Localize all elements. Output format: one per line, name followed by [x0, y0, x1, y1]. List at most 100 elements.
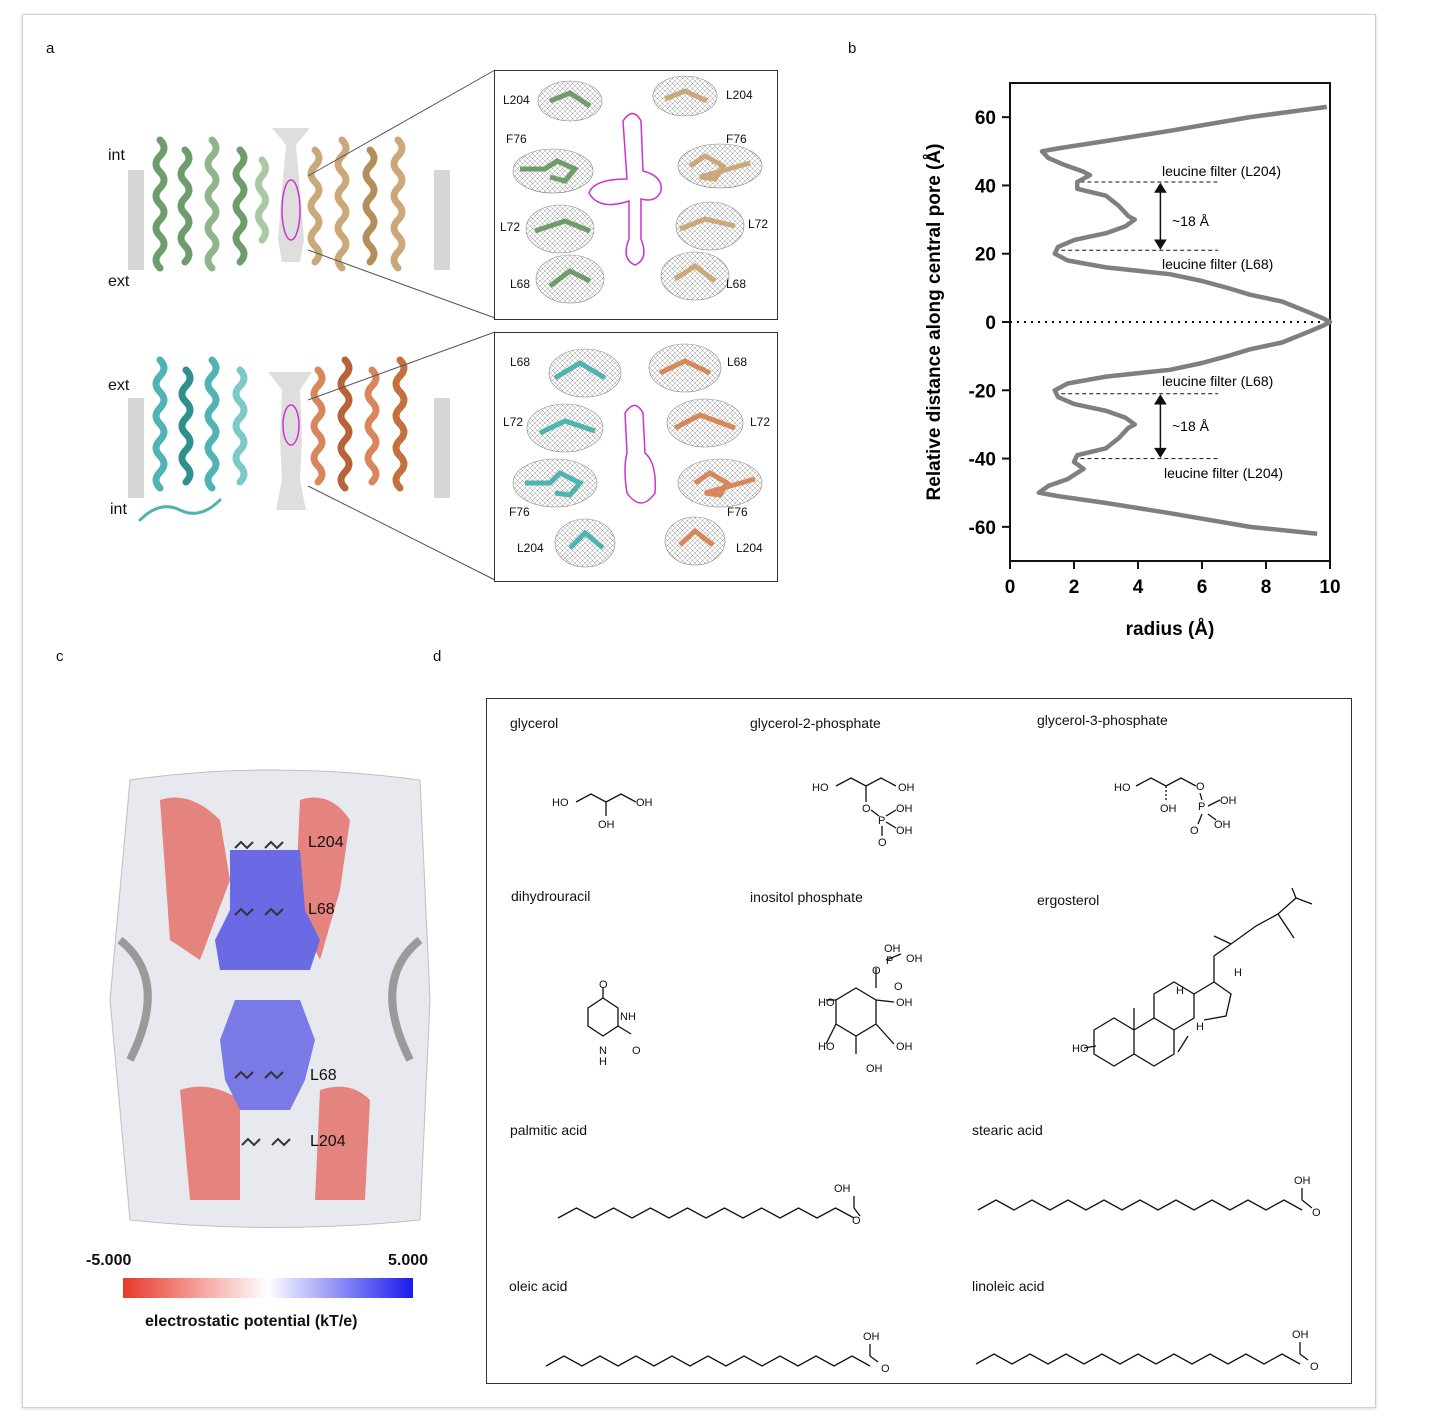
atom-label: O	[878, 837, 887, 849]
surface-red-patch	[160, 797, 230, 960]
top-inset-green-residues	[512, 80, 605, 304]
structure-palmitic-acid	[557, 1196, 861, 1219]
atom-label: HO	[812, 782, 829, 794]
x-tick-label: 2	[1069, 577, 1080, 598]
top-pore-density	[281, 179, 301, 241]
membrane-bar	[128, 398, 144, 498]
structure-stearic-acid	[977, 1188, 1313, 1211]
top-inset-res-1: L204	[503, 93, 530, 107]
atom-label: NH	[620, 1011, 636, 1023]
top-inset-res-6: L72	[748, 217, 769, 231]
y-axis: 60 40 20 0 -20 -40 -60	[969, 108, 1010, 539]
atom-label: H	[1196, 1021, 1204, 1033]
atom-label: OH	[896, 803, 913, 815]
atom-label: H	[599, 1056, 607, 1068]
atom-label: OH	[898, 782, 915, 794]
atom-label: OH	[1292, 1329, 1309, 1341]
surface-label-l204-bottom: L204	[310, 1133, 346, 1150]
x-tick-label: 8	[1261, 577, 1272, 598]
atom-label: HO	[818, 997, 835, 1009]
structure-glycerol-3-phosphate	[1135, 777, 1221, 825]
y-tick-label: 40	[975, 176, 996, 197]
electrostatic-surface	[109, 769, 431, 1228]
top-inset-res-7: L68	[510, 277, 531, 291]
distance-arrows	[1154, 182, 1167, 458]
colorbar-max: 5.000	[388, 1252, 429, 1269]
membrane-bar	[128, 170, 144, 270]
bottom-inset-ligand-density	[624, 404, 657, 504]
structure-inositol-phosphate	[825, 953, 902, 1054]
x-axis-label: radius (Å)	[1126, 619, 1215, 640]
surface-blue-channel	[215, 850, 320, 970]
y-tick-label: -40	[969, 450, 996, 471]
x-tick-label: 10	[1319, 577, 1340, 598]
atom-label: HO	[818, 1041, 835, 1053]
mol-name-glycerol-2-phosphate: glycerol-2-phosphate	[750, 715, 881, 731]
ligand-structures-box	[486, 698, 1352, 1384]
x-tick-label: 4	[1133, 577, 1144, 598]
label-ext-top: ext	[108, 273, 130, 290]
membrane-bar	[434, 398, 450, 498]
atom-label: OH	[636, 797, 653, 809]
panel-letter-b: b	[848, 40, 857, 57]
y-tick-label: 60	[975, 108, 996, 129]
y-tick-label: 20	[975, 245, 996, 266]
bottom-pore-density	[282, 404, 300, 446]
structure-ergosterol	[1083, 887, 1313, 1067]
structure-glycerol-2-phosphate	[835, 777, 897, 836]
atom-label: O	[1196, 781, 1205, 793]
atom-label: H	[1176, 985, 1184, 997]
zoom-line	[307, 485, 496, 581]
top-pore-surface	[272, 128, 310, 262]
surface-label-l68-top: L68	[308, 901, 335, 918]
top-inset-ligand-density	[588, 112, 662, 266]
annotation-filter-top-l68: leucine filter (L68)	[1162, 256, 1273, 272]
atom-label: O	[1310, 1361, 1319, 1373]
atom-label: HO	[1114, 782, 1131, 794]
atom-label: P	[886, 955, 893, 967]
membrane-bar	[434, 170, 450, 270]
colorbar-min: -5.000	[86, 1252, 132, 1269]
bottom-inset-res-3: L72	[503, 415, 524, 429]
atom-label: P	[878, 815, 885, 827]
x-tick-label: 0	[1005, 577, 1016, 598]
bottom-inset-res-4: L72	[750, 415, 771, 429]
atom-label: OH	[834, 1183, 851, 1195]
atom-label: OH	[598, 819, 615, 831]
y-tick-label: -60	[969, 518, 996, 539]
surface-label-l204-top: L204	[308, 834, 344, 851]
zoom-line	[307, 69, 496, 177]
mol-name-ergosterol: ergosterol	[1037, 892, 1100, 908]
leucine-sticks	[234, 840, 291, 1147]
atom-label: O	[632, 1045, 641, 1057]
x-tick-label: 6	[1197, 577, 1208, 598]
y-tick-label: -20	[969, 381, 996, 402]
mol-name-linoleic-acid: linoleic acid	[972, 1278, 1045, 1294]
mol-name-glycerol: glycerol	[510, 715, 559, 731]
atom-label: HO	[1072, 1043, 1089, 1055]
top-inset-tan-residues	[652, 75, 763, 301]
atom-label: OH	[866, 1063, 883, 1075]
atom-label: N	[599, 1045, 607, 1057]
bottom-inset-res-7: L204	[517, 541, 544, 555]
atom-label: OH	[1214, 819, 1231, 831]
top-inset-res-5: L72	[500, 220, 521, 234]
top-inset-drawing	[512, 75, 763, 304]
panel-letter-a: a	[46, 40, 55, 57]
label-int-bottom: int	[110, 501, 127, 518]
annotation-filter-bot-l204: leucine filter (L204)	[1164, 465, 1283, 481]
surface-outline	[109, 769, 431, 1228]
annotation-dist-top: ~18 Å	[1172, 213, 1210, 229]
label-ext-bottom: ext	[108, 377, 130, 394]
top-inset-res-2: L204	[726, 88, 753, 102]
annotation-dist-bot: ~18 Å	[1172, 418, 1210, 434]
atom-label: O	[881, 1363, 890, 1375]
colorbar-title: electrostatic potential (kT/e)	[145, 1313, 358, 1330]
bottom-inset-drawing	[512, 343, 763, 568]
top-inset-res-4: F76	[726, 132, 747, 146]
colorbar-gradient	[123, 1278, 413, 1298]
mol-name-palmitic-acid: palmitic acid	[510, 1122, 588, 1138]
atom-label: OH	[884, 943, 901, 955]
atom-label: O	[894, 981, 903, 993]
atom-label: OH	[1220, 795, 1237, 807]
